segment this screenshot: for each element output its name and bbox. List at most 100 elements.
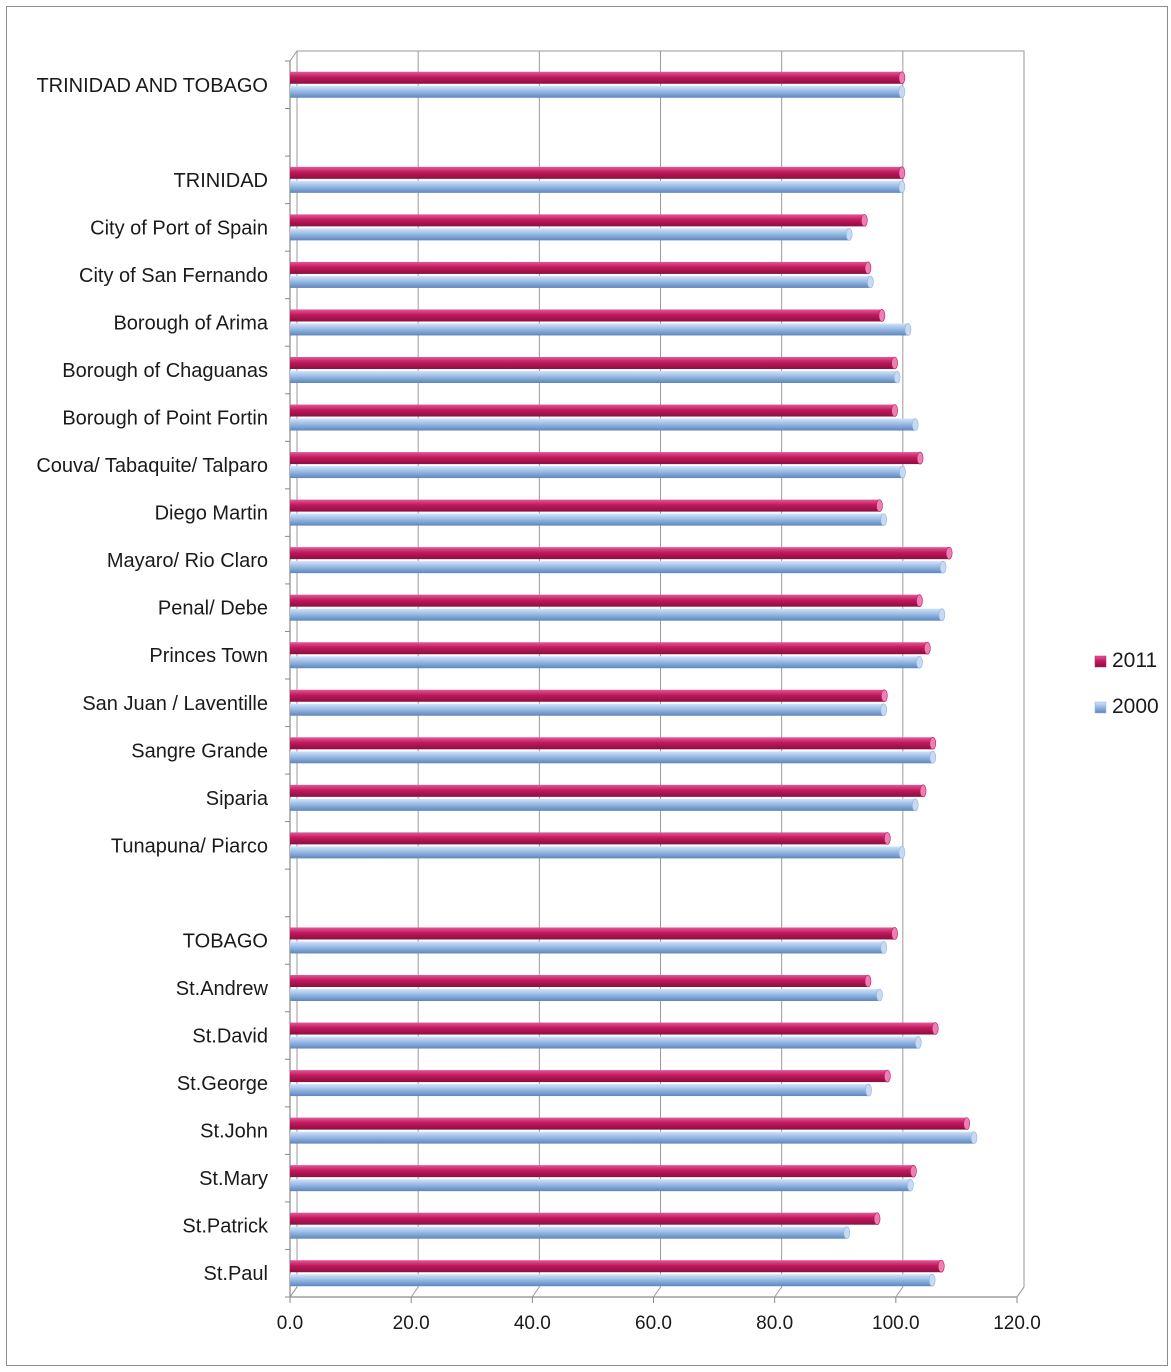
bar-cap-2000 — [898, 180, 906, 194]
bar-cap-2011 — [919, 784, 927, 798]
category-label: City of Port of Spain — [90, 217, 268, 239]
gridline-floor — [531, 1286, 540, 1298]
bar-2000 — [290, 703, 884, 716]
bar-cap-2011 — [931, 1022, 939, 1035]
x-tick-labels: 0.0 20.0 40.0 60.0 80.0 100.0 120.0 — [277, 1313, 1041, 1334]
category-label: TRINIDAD AND TOBAGO — [36, 75, 268, 97]
bar-cap-2000 — [928, 1273, 936, 1287]
bar-2000 — [290, 1131, 974, 1144]
bar-cap-2011 — [891, 404, 898, 417]
bar-cap-2011 — [963, 1117, 971, 1130]
bar-cap-2000 — [904, 323, 912, 336]
bar-2011 — [290, 166, 902, 179]
bar-2000 — [290, 608, 942, 621]
bar-2011 — [290, 594, 920, 607]
x-tick-label: 100.0 — [872, 1313, 920, 1334]
category-label: Tunapuna/ Piarco — [111, 835, 268, 857]
category-label: St.David — [192, 1026, 268, 1048]
bar-cap-2000 — [898, 85, 906, 99]
category-label: Borough of Point Fortin — [62, 408, 268, 430]
bar-cap-2000 — [845, 228, 853, 241]
bar-cap-2011 — [916, 594, 923, 607]
bars — [290, 71, 978, 1287]
bar-2000 — [290, 1274, 933, 1287]
bar-cap-2011 — [878, 309, 886, 322]
bar-2000 — [290, 466, 903, 479]
category-label: St.John — [200, 1121, 268, 1143]
bar-2011 — [290, 1022, 936, 1035]
bar-2000 — [290, 1226, 847, 1239]
category-label: St.Paul — [204, 1263, 268, 1285]
bar-2000 — [290, 418, 916, 431]
category-label: Princes Town — [149, 645, 268, 667]
category-label: TOBAGO — [183, 930, 268, 952]
bar-2011 — [290, 642, 928, 655]
bar-cap-2000 — [907, 1178, 914, 1192]
bar-cap-2000 — [911, 798, 919, 812]
bar-2000 — [290, 751, 933, 764]
bar-cap-2000 — [939, 560, 947, 574]
gridline-floor — [410, 1286, 419, 1298]
bar-2011 — [290, 404, 895, 417]
bar-cap-2000 — [893, 370, 901, 384]
bar-cap-2011 — [861, 214, 868, 227]
bar-2000 — [290, 561, 944, 574]
category-label: St.Andrew — [176, 978, 269, 1000]
bar-2011 — [290, 71, 902, 84]
x-tick-label: 60.0 — [635, 1313, 672, 1334]
bar-cap-2011 — [891, 356, 898, 370]
bar-2011 — [290, 1212, 878, 1225]
bar-cap-2011 — [891, 927, 898, 940]
bar-2011 — [290, 784, 924, 797]
bar-2011 — [290, 261, 868, 274]
category-label: Diego Martin — [155, 503, 268, 525]
legend-label-2000: 2000 — [1112, 695, 1159, 718]
x-tick-label: 40.0 — [514, 1313, 551, 1334]
category-label: Mayaro/ Rio Claro — [107, 550, 268, 572]
bar-2011 — [290, 357, 895, 369]
bar-2011 — [290, 689, 885, 702]
bar-2011 — [290, 1117, 967, 1130]
legend: 2011 2000 — [1094, 649, 1159, 718]
bar-cap-2011 — [916, 451, 924, 465]
bar-cap-2000 — [929, 751, 937, 764]
bar-cap-2000 — [880, 513, 888, 526]
category-label: St.Patrick — [182, 1216, 269, 1238]
legend-swatch-2011 — [1094, 655, 1107, 668]
x-tick-label: 120.0 — [993, 1313, 1041, 1334]
bar-cap-2000 — [914, 1036, 922, 1049]
bar-cap-2000 — [916, 655, 923, 669]
bar-2011 — [290, 452, 921, 465]
bar-2000 — [290, 275, 871, 288]
bar-2011 — [290, 1070, 888, 1083]
bar-cap-2011 — [864, 974, 872, 988]
bar-cap-2011 — [864, 261, 872, 275]
bar-2000 — [290, 798, 916, 811]
bar-2000 — [290, 1084, 869, 1097]
bar-2000 — [290, 513, 884, 526]
bar-cap-2000 — [876, 988, 883, 1002]
bar-2011 — [290, 1260, 942, 1273]
bar-2000 — [290, 323, 908, 336]
gridline-floor — [653, 1286, 661, 1298]
category-label: Couva/ Tabaquite/ Talparo — [36, 455, 268, 477]
bar-2011 — [290, 309, 882, 322]
bar-cap-2011 — [898, 166, 906, 180]
bar-cap-2011 — [884, 832, 891, 845]
bar-2011 — [290, 737, 933, 750]
x-tick-label: 80.0 — [756, 1313, 793, 1334]
category-label: TRINIDAD — [174, 170, 268, 192]
bar-2000 — [290, 1179, 911, 1192]
bar-2011 — [290, 832, 888, 845]
bar-cap-2000 — [911, 418, 919, 431]
bar-cap-2000 — [898, 846, 906, 859]
bar-chart: TRINIDAD AND TOBAGO TRINIDAD City of Port … — [36, 50, 1159, 1334]
bar-cap-2000 — [865, 1083, 872, 1097]
bar-cap-2011 — [884, 1069, 891, 1083]
legend-label-2011: 2011 — [1112, 649, 1157, 672]
bar-cap-2011 — [881, 689, 888, 703]
category-label: San Juan / Laventille — [82, 693, 268, 715]
bar-2000 — [290, 1036, 919, 1049]
bar-2011 — [290, 499, 880, 512]
bar-cap-2000 — [880, 703, 888, 717]
